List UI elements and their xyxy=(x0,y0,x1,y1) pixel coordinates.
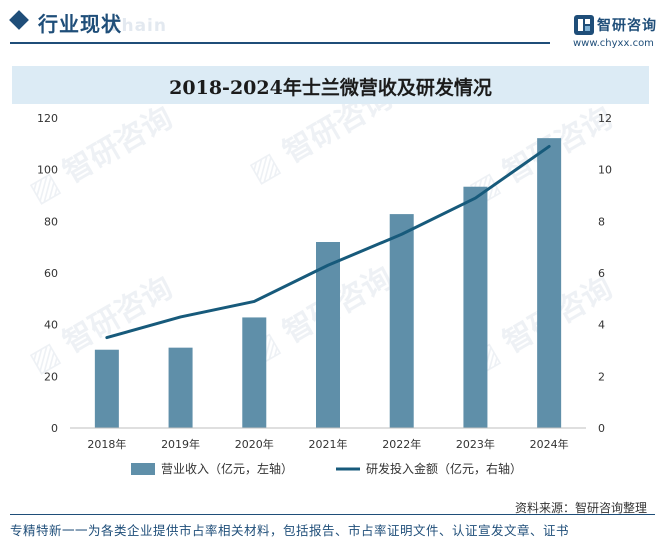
x-tick-label: 2018年 xyxy=(87,437,126,451)
x-tick-label: 2023年 xyxy=(456,437,495,451)
x-axis: 2018年 2019年 2020年 2021年 2022年 2023年 2024年 xyxy=(70,427,586,451)
legend-bar-label: 营业收入（亿元，左轴） xyxy=(161,461,293,476)
chart-title: 2018-2024年士兰微营收及研发情况 xyxy=(169,77,492,99)
y-left-tick-label: 120 xyxy=(37,112,58,125)
bar xyxy=(389,214,414,428)
y-axis-left: 0 20 40 60 80 100 120 xyxy=(37,112,58,435)
section-title: 行业现状 xyxy=(38,12,122,36)
y-left-tick-label: 80 xyxy=(44,215,58,228)
chart-canvas: 0 20 40 60 80 100 120 0 2 4 6 8 10 12 2018年 2019年 2020… xyxy=(37,112,612,476)
brand-logo-icon xyxy=(574,15,594,35)
source-note: 资料来源：智研咨询整理 xyxy=(514,501,647,515)
bar xyxy=(316,242,340,428)
bar-series xyxy=(94,138,562,428)
y-right-tick-label: 2 xyxy=(598,370,605,383)
y-axis-right: 0 2 4 6 8 10 12 xyxy=(598,112,612,435)
legend-bar-swatch xyxy=(131,463,155,475)
y-left-tick-label: 100 xyxy=(37,164,58,177)
bar xyxy=(168,347,193,428)
x-tick-label: 2021年 xyxy=(309,437,348,451)
bar xyxy=(94,349,119,428)
bar xyxy=(242,317,267,428)
y-left-tick-label: 20 xyxy=(44,370,58,383)
footer-text: 专精特新一一为各类企业提供市占率相关材料，包括报告、市占率证明文件、认证宣发文章… xyxy=(10,523,570,538)
y-right-tick-label: 4 xyxy=(598,319,605,332)
y-right-tick-label: 12 xyxy=(598,112,612,125)
x-tick-label: 2019年 xyxy=(161,437,200,451)
line-series xyxy=(105,144,551,340)
bar xyxy=(537,138,562,428)
y-left-tick-label: 40 xyxy=(44,319,58,332)
page-header: Chain 行业现状 智研咨询 www.chyxx.com xyxy=(0,0,661,50)
brand[interactable]: 智研咨询 www.chyxx.com xyxy=(573,14,659,50)
footer-divider xyxy=(10,514,655,515)
section-subtitle: Chain xyxy=(108,16,167,36)
y-right-tick-label: 8 xyxy=(598,215,605,228)
x-tick-label: 2020年 xyxy=(235,437,274,451)
y-right-tick-label: 10 xyxy=(598,164,612,177)
brand-url[interactable]: www.chyxx.com xyxy=(573,38,654,49)
header-divider xyxy=(10,42,550,44)
legend: 营业收入（亿元，左轴） 研发投入金额（亿元，右轴） xyxy=(131,461,522,476)
legend-line-label: 研发投入金额（亿元，右轴） xyxy=(366,461,522,476)
chart-title-band: 2018-2024年士兰微营收及研发情况 xyxy=(12,66,649,104)
brand-name: 智研咨询 xyxy=(597,18,657,34)
y-left-tick-label: 0 xyxy=(51,422,58,435)
x-tick-label: 2024年 xyxy=(530,437,569,451)
bar xyxy=(463,186,488,428)
y-right-tick-label: 0 xyxy=(598,422,605,435)
x-tick-label: 2022年 xyxy=(382,437,421,451)
page-footer: 专精特新一一为各类企业提供市占率相关材料，包括报告、市占率证明文件、认证宣发文章… xyxy=(0,514,661,546)
y-left-tick-label: 60 xyxy=(44,267,58,280)
y-right-tick-label: 6 xyxy=(598,267,605,280)
